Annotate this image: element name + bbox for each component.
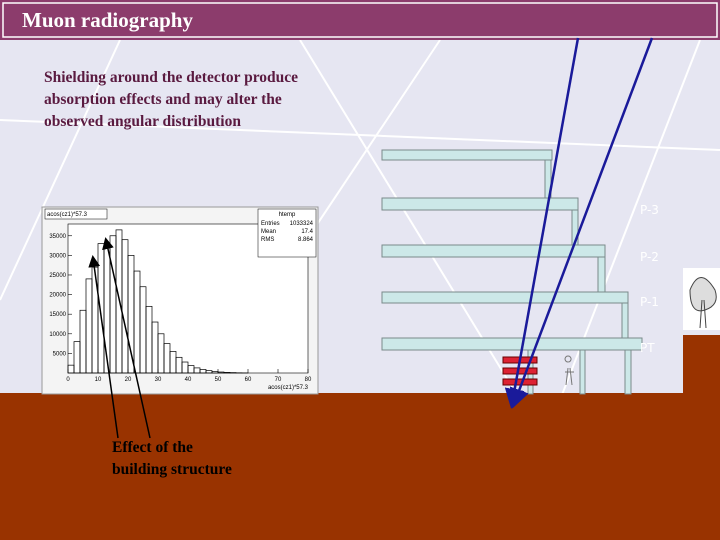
x-tick-label: 10 (95, 377, 102, 383)
annotation-line: building structure (112, 461, 232, 478)
stats-label: RMS (261, 237, 274, 243)
y-tick-label: 30000 (49, 253, 66, 259)
annotation: Effect of the building structure (112, 439, 232, 478)
x-tick-label: 0 (66, 377, 70, 383)
x-tick-label: 60 (245, 377, 252, 383)
stats-value: 17.4 (301, 229, 313, 235)
muon-track (504, 37, 580, 409)
y-tick-label: 25000 (49, 273, 66, 279)
annotation-arrow (102, 237, 151, 439)
y-tick-label: 5000 (53, 351, 67, 357)
stats-value: 1033324 (290, 221, 314, 227)
x-tick-label: 20 (125, 377, 132, 383)
stats-box (257, 208, 317, 258)
floor-label: P-3 (640, 203, 659, 217)
slide-title: Muon radiography (22, 8, 193, 32)
stats-value: 8.864 (298, 237, 314, 243)
body-line: observed angular distribution (44, 113, 241, 130)
y-tick-label: 20000 (49, 293, 66, 299)
floor-label: P-1 (640, 295, 659, 309)
annotation-line: Effect of the (112, 439, 193, 456)
floor-labels: P-3 P-2 P-1 PT (640, 203, 659, 355)
x-tick-label: 50 (215, 377, 222, 383)
stats-label: Entries (261, 221, 280, 227)
annotation-arrow (88, 255, 119, 439)
x-axis-label: acos(cz1)*57.3 (268, 385, 309, 391)
y-tick-label: 35000 (49, 234, 66, 240)
histogram-title: acos(cz1)*57.3 (47, 212, 88, 218)
title-bar (0, 0, 720, 40)
stats-label: Mean (261, 229, 276, 235)
title-bar-border (2, 2, 718, 38)
floor-label: P-2 (640, 250, 659, 264)
y-tick-label: 10000 (49, 332, 66, 338)
stats-title: htemp (279, 212, 296, 218)
person (564, 355, 574, 386)
floor-label: PT (640, 341, 655, 355)
x-tick-label: 30 (155, 377, 162, 383)
body-line: absorption effects and may alter the (44, 91, 282, 108)
histogram-bar (223, 372, 231, 374)
x-tick-label: 80 (305, 377, 312, 383)
ground-raised (683, 335, 720, 395)
body-line: Shielding around the detector produce (44, 69, 298, 86)
x-tick-label: 70 (275, 377, 282, 383)
ground (0, 393, 720, 540)
x-tick-label: 40 (185, 377, 192, 383)
y-tick-label: 15000 (49, 312, 66, 318)
histogram: 0 10 20 30 40 50 60 70 80 5000 10000 15000 20000 2500… (41, 206, 319, 395)
tree (683, 268, 720, 330)
muon-track (509, 37, 654, 409)
title-box (44, 208, 108, 220)
body-text: Shielding around the detector produce abs… (44, 69, 298, 130)
